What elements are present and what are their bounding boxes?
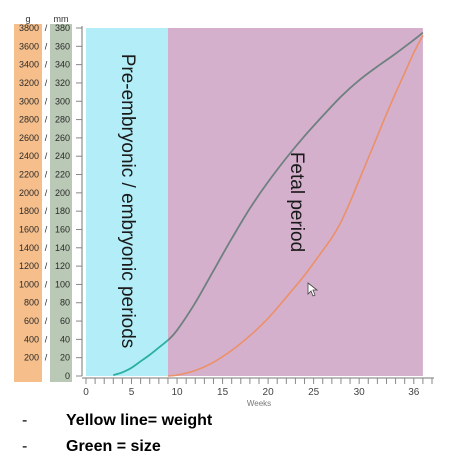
- weight-tick-label: 1000: [19, 279, 39, 289]
- weight-tick-label: 2200: [19, 170, 39, 180]
- weight-tick-label: 1600: [19, 224, 39, 234]
- weight-tick-label: 3200: [19, 78, 39, 88]
- x-tick-label: 10: [171, 387, 183, 398]
- weight-tick-label: 600: [24, 316, 39, 326]
- weight-tick-label: 1400: [19, 243, 39, 253]
- axis-separator: /: [45, 60, 48, 70]
- axis-separator: /: [45, 151, 48, 161]
- legend: - Yellow line= weight - Green = size: [22, 408, 212, 460]
- unit-size: mm: [54, 14, 69, 24]
- series-line-size-embryonic: [113, 339, 169, 376]
- size-tick-label: 260: [55, 133, 70, 143]
- weight-tick-label: 400: [24, 334, 39, 344]
- x-tick-label: 20: [263, 387, 275, 398]
- series-line-weight: [167, 34, 424, 377]
- axis-separator: /: [45, 243, 48, 253]
- size-tick-label: 0: [65, 371, 70, 381]
- x-axis-label: Weeks: [247, 399, 271, 408]
- series-layer: [113, 31, 424, 377]
- size-tick-label: 240: [55, 151, 70, 161]
- axis-separator: /: [45, 206, 48, 216]
- unit-weight: g: [25, 14, 30, 24]
- axis-separator: /: [45, 170, 48, 180]
- weight-tick-label: 2600: [19, 133, 39, 143]
- weight-tick-label: 800: [24, 298, 39, 308]
- size-tick-label: 60: [60, 316, 70, 326]
- axis-separator: /: [45, 78, 48, 88]
- series-line-size: [167, 31, 424, 341]
- size-tick-label: 340: [55, 60, 70, 70]
- size-axis-band: [50, 24, 72, 382]
- x-tick-label: 36: [408, 387, 420, 398]
- x-tick-label: 15: [217, 387, 229, 398]
- size-tick-label: 220: [55, 170, 70, 180]
- weight-axis-band: [14, 24, 42, 382]
- size-tick-label: 120: [55, 261, 70, 271]
- axis-separator: /: [45, 96, 48, 106]
- size-tick-label: 160: [55, 224, 70, 234]
- growth-chart: Pre-embryonic / embryonic periods Fetal p…: [14, 14, 434, 408]
- legend-item-weight: - Yellow line= weight: [22, 412, 213, 429]
- size-tick-label: 200: [55, 188, 70, 198]
- size-tick-label: 20: [60, 353, 70, 363]
- axis-separator: /: [45, 133, 48, 143]
- size-tick-label: 80: [60, 298, 70, 308]
- x-tick-label: 5: [129, 387, 135, 398]
- legend-item-size: - Green = size: [22, 438, 161, 455]
- x-tick-label: 25: [308, 387, 320, 398]
- axis-separator: /: [45, 298, 48, 308]
- period-band-1: [167, 28, 423, 376]
- x-tick-label: 0: [83, 387, 89, 398]
- size-tick-label: 180: [55, 206, 70, 216]
- period-label-0: Pre-embryonic / embryonic periods: [117, 54, 138, 349]
- weight-tick-label: 3600: [19, 41, 39, 51]
- axis-separator: /: [45, 279, 48, 289]
- axis-separator: /: [45, 41, 48, 51]
- period-bands: Pre-embryonic / embryonic periods Fetal p…: [86, 28, 423, 376]
- weight-tick-label: 3400: [19, 60, 39, 70]
- weight-tick-label: 2000: [19, 188, 39, 198]
- weight-tick-label: 3000: [19, 96, 39, 106]
- period-label-1: Fetal period: [286, 152, 307, 252]
- size-tick-label: 380: [55, 23, 70, 33]
- cursor-icon: [307, 282, 319, 297]
- weight-tick-label: 200: [24, 353, 39, 363]
- weight-tick-label: 2400: [19, 151, 39, 161]
- size-tick-label: 100: [55, 279, 70, 289]
- size-tick-label: 300: [55, 96, 70, 106]
- size-tick-label: 360: [55, 41, 70, 51]
- axis-separator: /: [45, 334, 48, 344]
- axis-separator: /: [45, 353, 48, 363]
- axis-separator: /: [45, 115, 48, 125]
- weight-tick-label: 2800: [19, 115, 39, 125]
- weight-tick-label: 1200: [19, 261, 39, 271]
- weight-tick-label: 1800: [19, 206, 39, 216]
- size-tick-label: 40: [60, 334, 70, 344]
- y-axis: 3800/3600/3400/3200/3000/2800/2600/2400/…: [19, 23, 83, 381]
- x-tick-label: 30: [354, 387, 366, 398]
- size-tick-label: 280: [55, 115, 70, 125]
- axis-separator: /: [45, 23, 48, 33]
- axis-separator: /: [45, 261, 48, 271]
- weight-tick-label: 3800: [19, 23, 39, 33]
- axis-separator: /: [45, 224, 48, 234]
- axis-separator: /: [45, 316, 48, 326]
- axis-separator: /: [45, 188, 48, 198]
- period-band-0: [86, 28, 168, 376]
- x-axis: 0 5 10 15 20 25 30 36 Weeks: [82, 377, 434, 408]
- size-tick-label: 320: [55, 78, 70, 88]
- size-tick-label: 140: [55, 243, 70, 253]
